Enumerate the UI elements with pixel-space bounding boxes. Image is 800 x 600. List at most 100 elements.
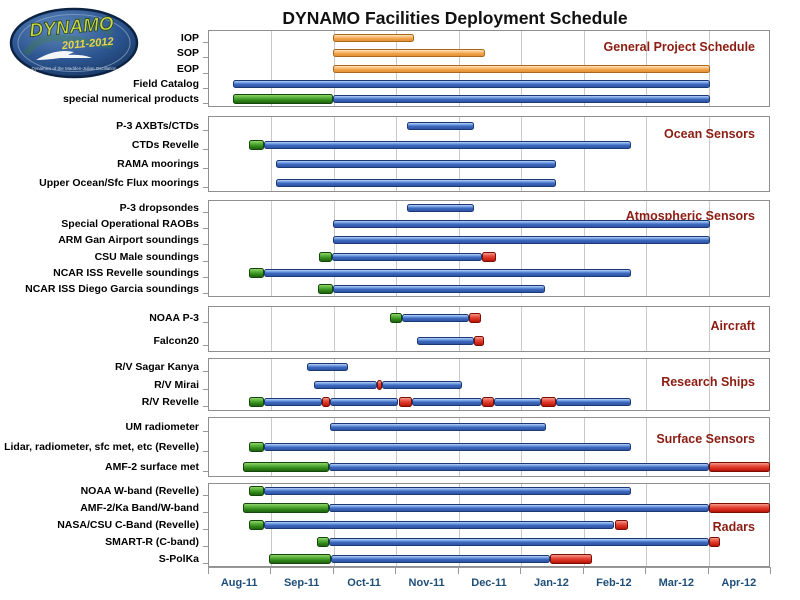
row-label-special-operational-raobs: Special Operational RAOBs (61, 218, 199, 231)
row-tick (203, 130, 208, 131)
month-gridline (646, 359, 648, 410)
x-axis-tick (520, 567, 522, 574)
gantt-bar-green (248, 397, 265, 408)
section-title-general-project-schedule: General Project Schedule (603, 40, 755, 54)
month-gridline (708, 201, 710, 296)
row-tick (203, 149, 208, 150)
row-label-um-radiometer: UM radiometer (125, 421, 199, 433)
row-label-smart-r-c-band: SMART-R (C-band) (105, 535, 199, 548)
row-tick (203, 345, 208, 346)
gantt-bar-red (482, 251, 496, 262)
gantt-bar-blue (417, 336, 474, 345)
x-axis-tick (707, 567, 709, 574)
month-gridline (396, 117, 398, 191)
row-label-lidar-radiometer-sfc-met-etc-revelle: Lidar, radiometer, sfc met, etc (Revelle… (4, 441, 199, 453)
row-tick (203, 187, 208, 188)
gantt-bar-blue (381, 380, 463, 389)
gantt-bar-green (317, 283, 333, 294)
month-gridline (271, 31, 273, 106)
gantt-bar-green (248, 486, 265, 497)
x-axis-tick (645, 567, 647, 574)
logo-swoosh (36, 51, 92, 60)
gantt-bar-red (549, 553, 593, 564)
month-gridline (708, 484, 710, 566)
gantt-bar-blue (402, 313, 469, 322)
month-gridline (708, 307, 710, 351)
row-tick (203, 529, 208, 530)
x-axis-line (208, 567, 770, 568)
section-title-atmospheric-sensors: Atmospheric Sensors (625, 209, 755, 223)
row-label-p-3-axbts-ctds: P-3 AXBTs/CTDs (116, 119, 199, 132)
gantt-bar-red (709, 503, 770, 514)
row-tick (203, 277, 208, 278)
row-tick (203, 495, 208, 496)
row-tick (203, 212, 208, 213)
axis-month-label-apr-12: Apr-12 (721, 577, 757, 589)
month-gridline (333, 201, 335, 296)
x-axis-tick (582, 567, 584, 574)
x-axis-tick (208, 567, 209, 574)
dynamo-logo: DYNAMO 2011-2012 Dynamics of the Madden-… (9, 7, 139, 79)
gantt-bar-red (469, 312, 481, 323)
row-label-arm-gan-airport-soundings: ARM Gan Airport soundings (58, 234, 199, 247)
gantt-bar-blue (306, 362, 349, 371)
row-tick (203, 322, 208, 323)
gantt-bar-green (390, 312, 403, 323)
row-tick (203, 371, 208, 372)
axis-month-label-dec-11: Dec-11 (471, 577, 507, 589)
row-label-ctds-revelle: CTDs Revelle (131, 138, 199, 151)
axis-month-label-jan-12: Jan-12 (533, 577, 569, 589)
section-title-surface-sensors: Surface Sensors (656, 432, 755, 446)
x-axis-tick (770, 567, 771, 574)
row-tick (203, 88, 208, 89)
gantt-bar-blue (264, 487, 632, 496)
gantt-bar-orange (332, 49, 486, 58)
gantt-bar-red (614, 520, 629, 530)
gantt-bar-green (316, 536, 329, 547)
row-tick (203, 168, 208, 169)
row-label-r-v-revelle: R/V Revelle (141, 396, 199, 409)
gantt-bar-blue (331, 252, 483, 261)
gantt-bar-blue (264, 268, 632, 277)
month-gridline (646, 418, 648, 476)
row-tick (203, 73, 208, 74)
row-label-special-numerical-products: special numerical products (63, 93, 199, 106)
row-tick (203, 261, 208, 262)
x-axis-tick (332, 567, 334, 574)
row-tick (203, 244, 208, 245)
gantt-bar-blue (332, 220, 711, 229)
row-label-ncar-iss-revelle-soundings: NCAR ISS Revelle soundings (53, 266, 199, 279)
row-label-amf-2-surface-met: AMF-2 surface met (105, 461, 199, 473)
row-label-r-v-sagar-kanya: R/V Sagar Kanya (114, 360, 199, 373)
row-tick (203, 293, 208, 294)
gantt-bar-red (709, 462, 770, 472)
axis-month-label-nov-11: Nov-11 (408, 577, 445, 589)
gantt-bar-blue (332, 95, 711, 104)
row-label-falcon20: Falcon20 (153, 334, 199, 347)
month-gridline (521, 307, 523, 351)
axis-month-label-feb-12: Feb-12 (596, 577, 632, 589)
row-tick (203, 42, 208, 43)
gantt-bar-blue (276, 159, 557, 168)
month-gridline (646, 117, 648, 191)
logo-tagline: Dynamics of the Madden-Julian Oscillatio… (31, 66, 117, 71)
month-gridline (521, 117, 523, 191)
gantt-bar-blue (329, 423, 547, 431)
gantt-bar-blue (555, 398, 632, 407)
gantt-bar-blue (328, 504, 710, 513)
gantt-bar-green (233, 94, 333, 105)
row-label-noaa-p-3: NOAA P-3 (149, 311, 199, 324)
month-gridline (521, 201, 523, 296)
month-gridline (646, 484, 648, 566)
gantt-bar-blue (264, 398, 322, 407)
gantt-bar-orange (332, 33, 415, 42)
gantt-bar-red (482, 397, 494, 408)
x-axis-tick (270, 567, 272, 574)
gantt-bar-blue (407, 121, 474, 130)
gantt-bar-green (248, 442, 265, 452)
section-panel-aircraft: Aircraft (208, 306, 770, 352)
row-label-sop: SOP (176, 47, 199, 60)
month-gridline (708, 418, 710, 476)
row-label-field-catalog: Field Catalog (133, 77, 199, 90)
gantt-bar-blue (332, 284, 545, 293)
